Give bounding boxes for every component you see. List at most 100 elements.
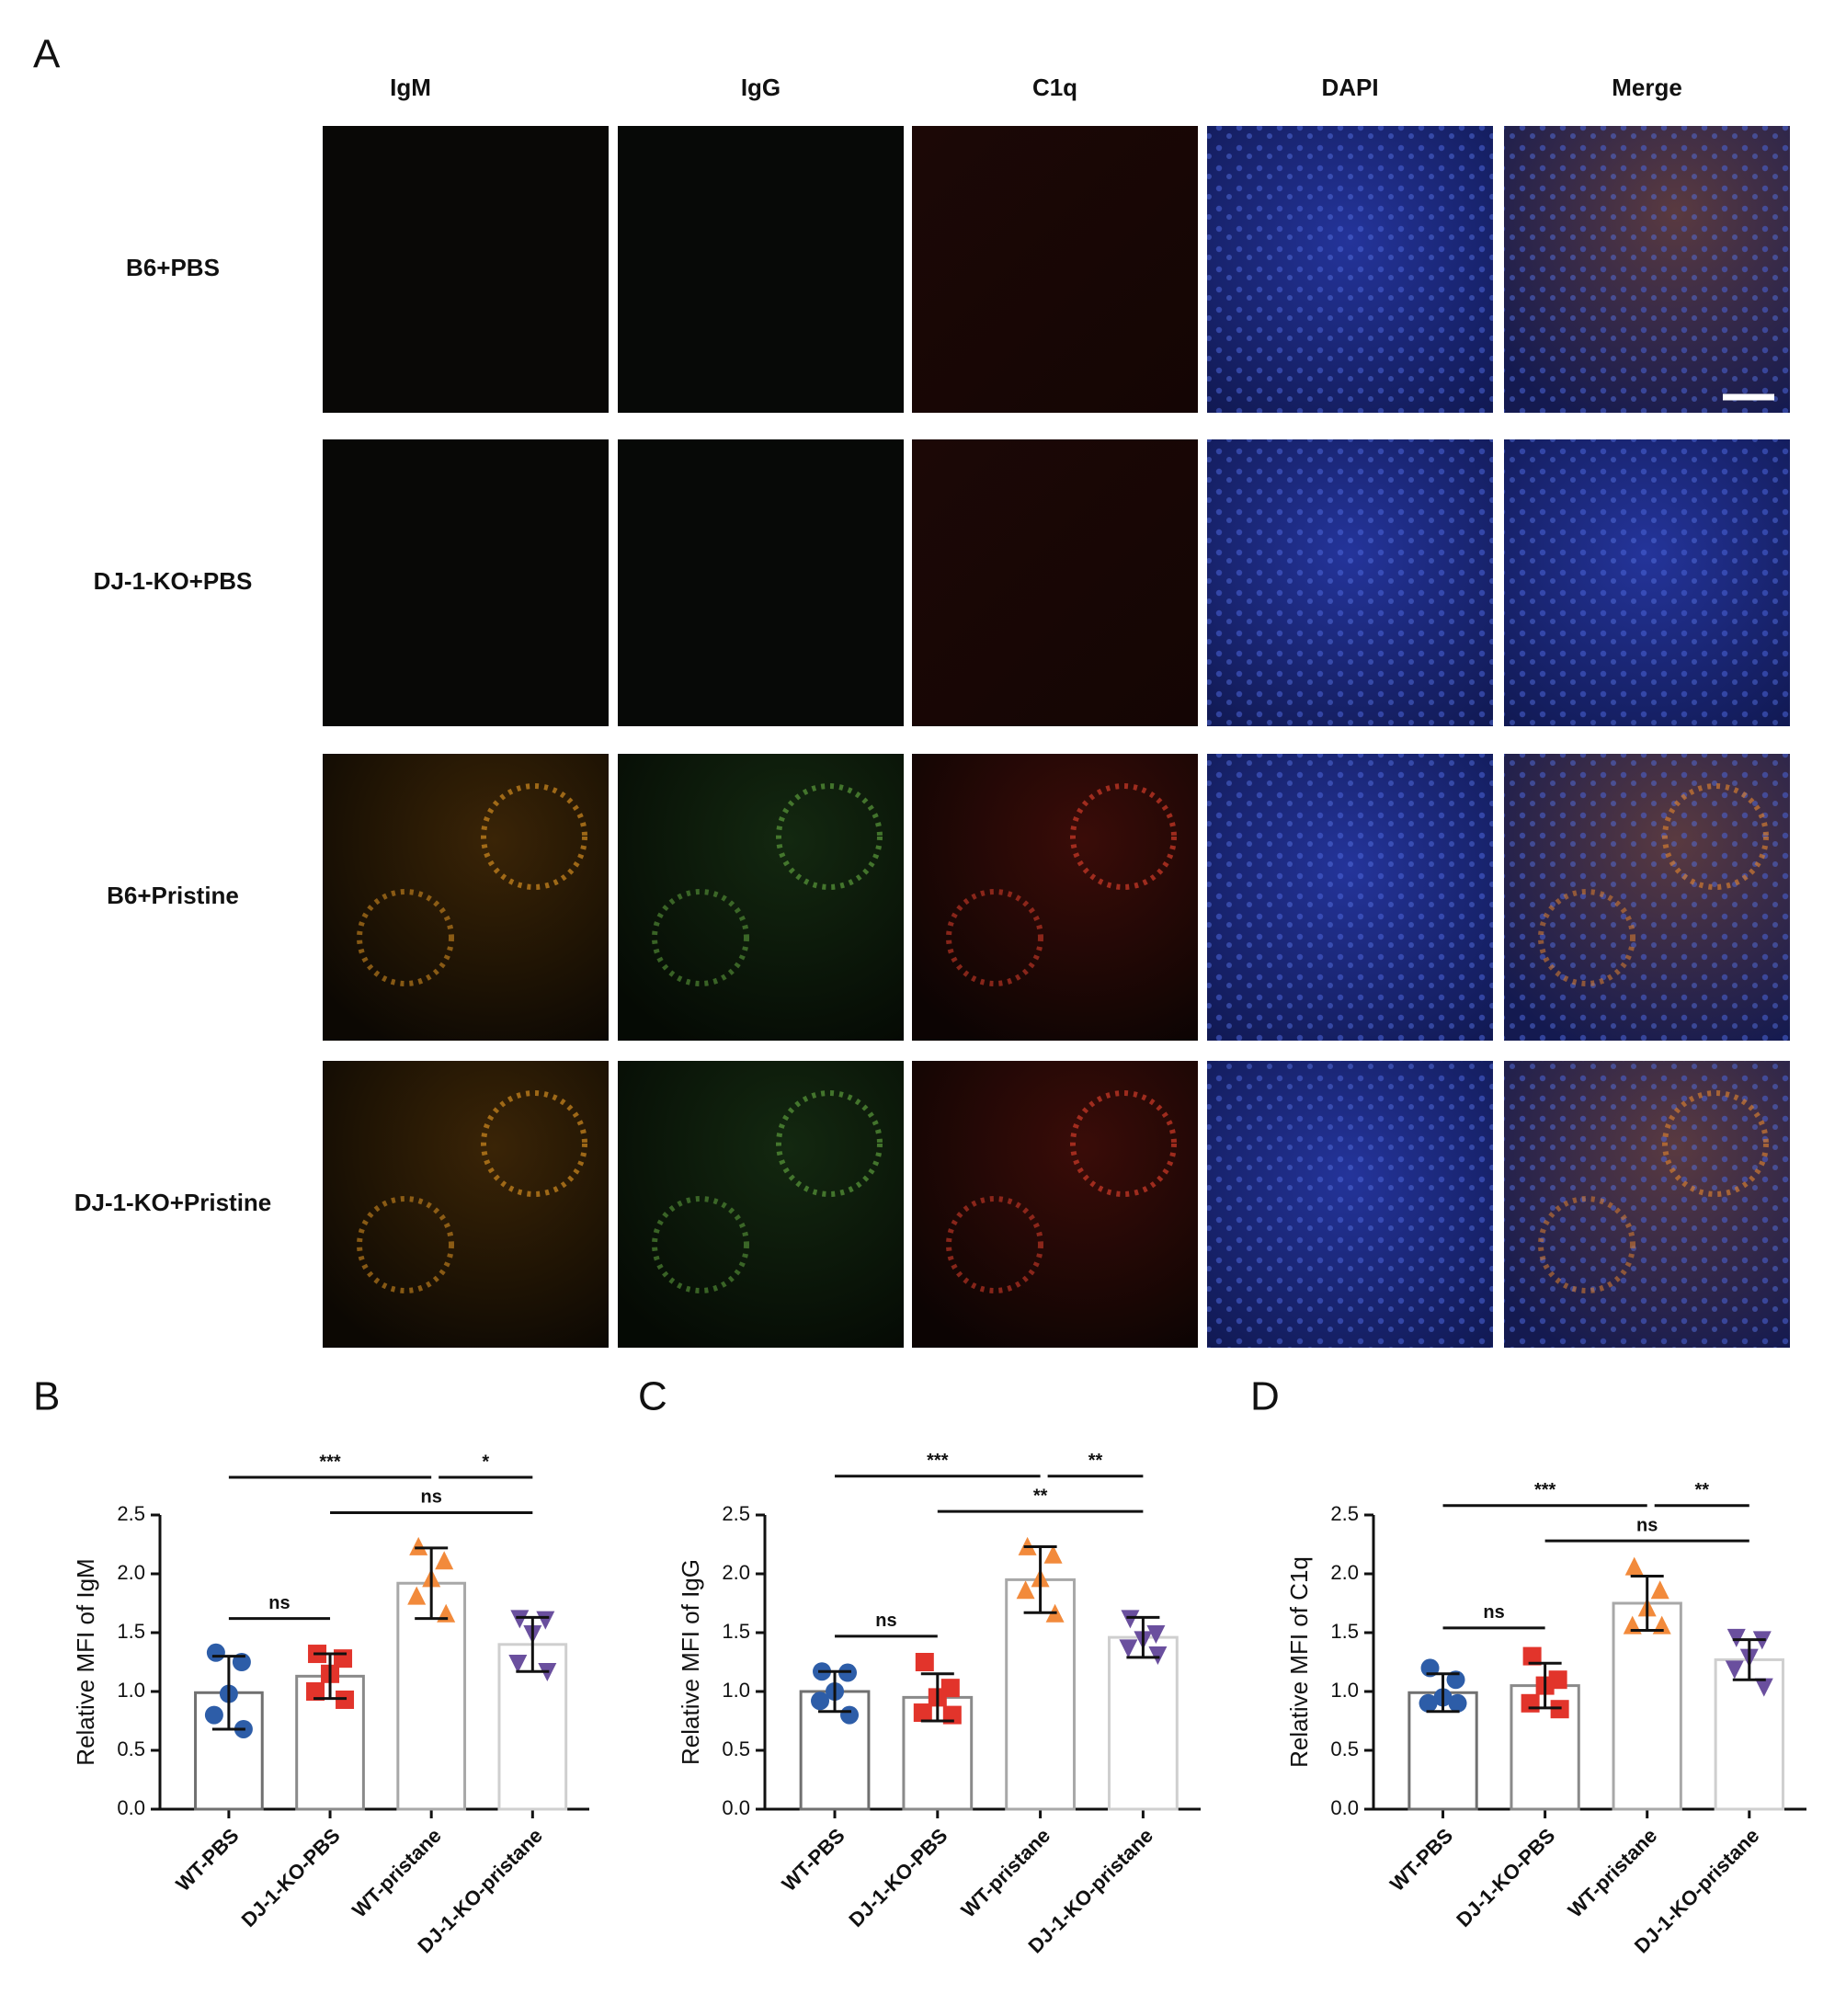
x-tick-label: WT-pristane <box>1564 1824 1662 1922</box>
data-point <box>508 1655 528 1673</box>
y-axis-label: Relative MFI of IgG <box>677 1559 704 1765</box>
error-bar <box>1023 1545 1057 1614</box>
row-label: DJ-1-KO+Pristine <box>74 1189 272 1216</box>
glomerulus <box>481 783 587 890</box>
glomerulus <box>1662 783 1769 890</box>
glomerulus <box>481 1090 587 1197</box>
nuclei-texture <box>1207 1061 1493 1348</box>
x-tick-label: WT-pristane <box>348 1824 446 1922</box>
row-label: B6+Pristine <box>107 882 239 909</box>
data-point <box>435 1551 454 1570</box>
nuclei-texture <box>1207 754 1493 1041</box>
error-bar <box>1732 1638 1766 1681</box>
data-point <box>913 1703 932 1723</box>
data-point <box>1725 1660 1744 1680</box>
data-point <box>510 1610 530 1629</box>
row-label: DJ-1-KO+PBS <box>94 567 253 595</box>
nuclei-texture <box>1504 126 1790 413</box>
panel-label: A <box>33 32 61 77</box>
y-axis-label: Relative MFI of C1q <box>1285 1556 1313 1768</box>
micrograph <box>323 754 609 1041</box>
glomerulus <box>946 1196 1043 1293</box>
micrograph <box>912 439 1198 726</box>
panel-label: D <box>1250 1374 1280 1419</box>
data-point <box>915 1653 934 1671</box>
glomerulus <box>776 1090 883 1197</box>
x-tick-label: DJ-1-KO-PBS <box>237 1824 345 1931</box>
nuclei-texture <box>1207 439 1493 726</box>
micrograph <box>912 754 1198 1041</box>
data-point <box>306 1682 325 1701</box>
data-point <box>1146 1625 1166 1644</box>
micrograph <box>323 126 609 413</box>
significance-label: *** <box>319 1452 341 1472</box>
panel-label: B <box>33 1374 60 1419</box>
x-tick-label: WT-PBS <box>1385 1824 1457 1896</box>
y-tick-label: 1.0 <box>722 1679 750 1702</box>
micrograph <box>618 439 904 726</box>
micrograph <box>912 126 1198 413</box>
y-tick-label: 2.5 <box>1330 1502 1359 1525</box>
error-bar <box>1528 1661 1562 1710</box>
column-header: IgM <box>390 74 431 101</box>
y-tick-label: 0.5 <box>1330 1737 1359 1760</box>
bar <box>1108 1635 1179 1811</box>
error-bar <box>1126 1615 1160 1659</box>
significance-label: ns <box>1636 1515 1658 1535</box>
nuclei-texture <box>1504 754 1790 1041</box>
data-point <box>1016 1580 1035 1600</box>
data-point <box>536 1611 555 1630</box>
error-bar <box>1630 1575 1664 1632</box>
glomerulus <box>652 889 749 986</box>
micrograph <box>618 1061 904 1348</box>
micrograph <box>618 754 904 1041</box>
data-point <box>1148 1646 1168 1666</box>
glomerulus <box>946 889 1043 986</box>
significance-label: ns <box>421 1487 442 1508</box>
nuclei-texture <box>1207 126 1493 413</box>
significance-label: ns <box>875 1611 896 1631</box>
error-bar <box>920 1672 954 1723</box>
data-point <box>1650 1580 1669 1600</box>
data-point <box>1448 1693 1467 1713</box>
significance-label: * <box>482 1452 489 1472</box>
y-tick-label: 1.5 <box>117 1620 145 1643</box>
data-point <box>407 1586 427 1605</box>
error-bar <box>415 1546 449 1621</box>
micrograph <box>323 1061 609 1348</box>
column-header: DAPI <box>1321 74 1378 101</box>
glomerulus <box>1538 889 1635 986</box>
data-point <box>204 1705 223 1725</box>
x-tick-label: WT-PBS <box>777 1824 849 1896</box>
glomerulus <box>1538 1196 1635 1293</box>
y-tick-label: 1.0 <box>1330 1679 1359 1702</box>
data-point <box>811 1691 830 1711</box>
y-tick-label: 0.5 <box>722 1737 750 1760</box>
significance-label: *** <box>927 1451 949 1471</box>
y-tick-label: 0.0 <box>1330 1796 1359 1819</box>
data-point <box>1521 1693 1540 1713</box>
data-point <box>1726 1628 1746 1647</box>
glomerulus <box>1070 1090 1177 1197</box>
glomerulus <box>652 1196 749 1293</box>
glomerulus <box>357 889 454 986</box>
row-label: B6+PBS <box>126 254 220 281</box>
x-tick-label: DJ-1-KO-PBS <box>844 1824 951 1931</box>
column-header: IgG <box>741 74 781 101</box>
data-point <box>1419 1693 1438 1713</box>
y-tick-label: 2.0 <box>722 1561 750 1584</box>
panel-label: C <box>638 1374 667 1419</box>
data-point <box>840 1705 860 1725</box>
y-tick-label: 1.0 <box>117 1679 145 1702</box>
significance-label: *** <box>1534 1480 1556 1500</box>
error-bar <box>313 1652 348 1701</box>
y-tick-label: 0.0 <box>722 1796 750 1819</box>
column-header: C1q <box>1032 74 1077 101</box>
significance-label: ns <box>1483 1602 1504 1623</box>
data-point <box>1121 1610 1140 1629</box>
data-point <box>1522 1646 1542 1666</box>
micrograph <box>323 439 609 726</box>
glomerulus <box>357 1196 454 1293</box>
data-point <box>409 1536 428 1555</box>
